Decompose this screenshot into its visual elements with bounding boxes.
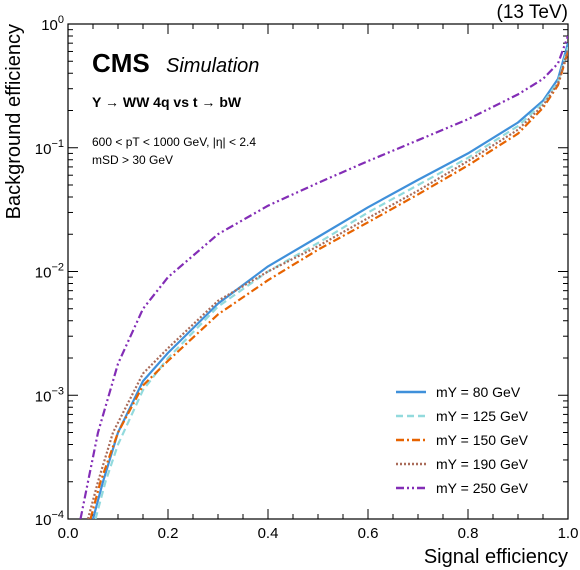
y-tick-label: 100 xyxy=(41,14,64,34)
series-line-3 xyxy=(86,49,568,519)
lumi-label: (13 TeV) xyxy=(497,2,568,23)
x-tick-label: 0.6 xyxy=(358,525,379,542)
series-group xyxy=(79,35,568,519)
series-line-4 xyxy=(79,35,568,519)
legend-label-2: mY = 150 GeV xyxy=(436,432,529,448)
legend-label-3: mY = 190 GeV xyxy=(436,456,529,472)
legend-label-0: mY = 80 GeV xyxy=(436,384,521,400)
x-tick-label: 0.2 xyxy=(158,525,179,542)
cms-simulation: Simulation xyxy=(166,55,259,77)
cut-line-1: 600 < pT < 1000 GeV, |η| < 2.4 xyxy=(92,135,256,149)
x-tick-label: 1.0 xyxy=(558,525,579,542)
y-tick-label: 10−4 xyxy=(35,509,64,529)
x-axis-title: Signal efficiency xyxy=(424,546,568,568)
legend-label-4: mY = 250 GeV xyxy=(436,480,529,496)
process-label: Y → WW 4q vs t → bW xyxy=(92,94,242,110)
x-tick-label: 0.8 xyxy=(458,525,479,542)
x-tick-label: 0.4 xyxy=(258,525,279,542)
legend: mY = 80 GeV mY = 125 GeV mY = 150 GeV mY = … xyxy=(396,384,529,496)
cut-line-2: mSD > 30 GeV xyxy=(92,153,173,167)
x-tick-label: 0.0 xyxy=(58,525,79,542)
y-tick-label: 10−1 xyxy=(35,138,64,158)
y-tick-label: 10−2 xyxy=(35,262,64,282)
legend-label-1: mY = 125 GeV xyxy=(436,408,529,424)
series-line-2 xyxy=(89,51,568,519)
series-line-0 xyxy=(91,42,568,519)
series-line-1 xyxy=(94,46,568,519)
y-axis-title: Background efficiency xyxy=(3,24,25,219)
cms-brand: CMS xyxy=(92,48,150,78)
y-tick-label: 10−3 xyxy=(35,385,64,405)
